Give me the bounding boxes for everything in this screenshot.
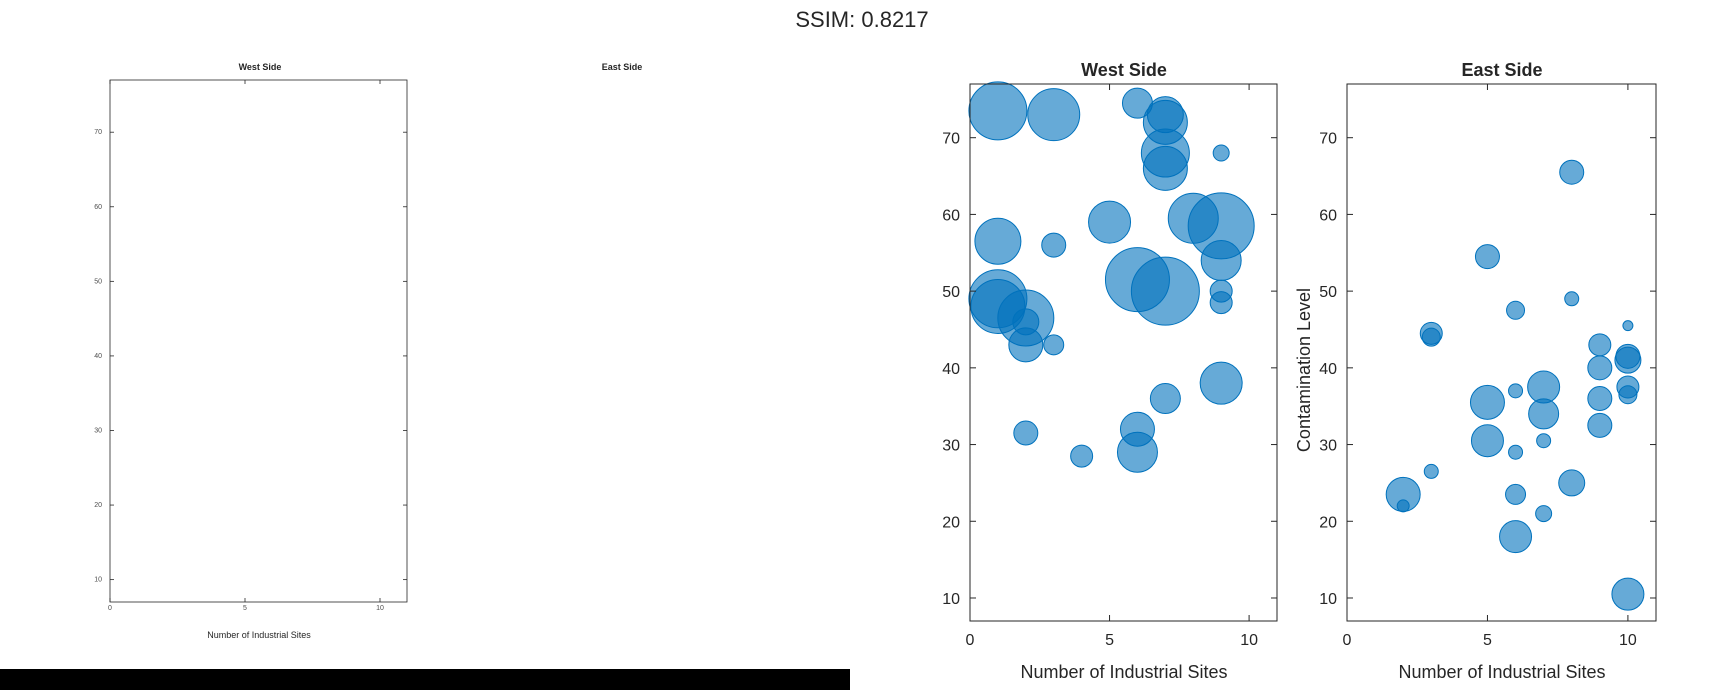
east-bubble — [1474, 244, 1500, 270]
east-bubble — [1588, 333, 1612, 357]
small-west-ytick-label: 60 — [94, 204, 102, 211]
east-bubble — [1618, 385, 1638, 405]
small-west-axes-box — [109, 79, 408, 603]
east-xtick-label: 5 — [1483, 632, 1492, 649]
west-bubble — [1200, 239, 1242, 281]
west-ytick-label: 60 — [942, 207, 960, 224]
east-bubble — [1535, 505, 1553, 523]
west-bubble — [968, 81, 1028, 141]
west-bubble — [1008, 327, 1044, 363]
east-bubbles — [1385, 159, 1645, 611]
east-bubble — [1558, 469, 1586, 497]
east-bubble — [1587, 386, 1613, 412]
east-bubble — [1614, 346, 1642, 374]
east-ytick-label: 20 — [1319, 514, 1337, 531]
east-bubble — [1470, 424, 1504, 458]
east-bubble — [1536, 433, 1552, 449]
east-bubble — [1564, 291, 1580, 307]
east-bubble — [1587, 355, 1613, 381]
east-ytick-label: 60 — [1319, 207, 1337, 224]
west-bubble — [1142, 145, 1188, 191]
west-xtick-label: 0 — [966, 632, 975, 649]
west-ytick-label: 40 — [942, 361, 960, 378]
east-bubble — [1622, 320, 1634, 332]
east-side-panel: East Side 0 5 10 10 20 30 40 50 60 70 Number of I… — [1294, 60, 1657, 682]
west-ytick-label: 50 — [942, 284, 960, 301]
west-side-panel: West Side 0 5 10 10 20 30 40 50 60 70 Number of I… — [942, 60, 1278, 682]
small-west-xlabel: Number of Industrial Sites — [207, 630, 311, 640]
east-title: East Side — [1461, 60, 1542, 80]
east-axes-box — [1346, 83, 1657, 622]
east-bubble — [1505, 483, 1527, 505]
east-xtick-label: 0 — [1343, 632, 1352, 649]
east-xtick-label: 10 — [1619, 632, 1637, 649]
west-bubble — [1070, 444, 1094, 468]
east-ytick-label: 40 — [1319, 361, 1337, 378]
small-west-ticks: 0 5 10 10 20 30 40 50 60 70 — [94, 80, 407, 612]
east-bubble — [1396, 499, 1410, 513]
small-west-title: West Side — [239, 62, 282, 72]
small-west-xtick-label: 10 — [376, 605, 384, 612]
small-west-ytick-label: 20 — [94, 502, 102, 509]
west-xlabel: Number of Industrial Sites — [1020, 662, 1227, 682]
west-axes-box — [969, 83, 1278, 622]
east-bubble — [1506, 300, 1526, 320]
west-ticks: 0 5 10 10 20 30 40 50 60 70 — [942, 84, 1277, 649]
west-ytick-label: 70 — [942, 131, 960, 148]
east-bubble — [1611, 577, 1645, 611]
east-bubble — [1559, 159, 1585, 185]
small-west-ytick-label: 40 — [94, 353, 102, 360]
east-bubble — [1528, 398, 1560, 430]
west-title: West Side — [1081, 60, 1167, 80]
small-west-ytick-label: 50 — [94, 278, 102, 285]
small-west-xtick-label: 5 — [243, 605, 247, 612]
small-west-xtick-label: 0 — [108, 605, 112, 612]
east-ticks: 0 5 10 10 20 30 40 50 60 70 — [1319, 84, 1656, 649]
east-bubble — [1423, 463, 1439, 479]
west-bubble — [1209, 291, 1233, 315]
west-bubble — [974, 217, 1022, 265]
west-ytick-label: 10 — [942, 591, 960, 608]
west-bubble — [1199, 361, 1243, 405]
west-bubbles — [968, 81, 1255, 473]
small-west-ytick-label: 10 — [94, 577, 102, 584]
small-west-side-panel: West Side 0 5 10 10 20 30 40 50 60 70 Number of I… — [94, 62, 408, 640]
west-ytick-label: 30 — [942, 438, 960, 455]
east-bubble — [1527, 370, 1561, 404]
east-bubble — [1508, 383, 1524, 399]
east-bubble — [1587, 412, 1613, 438]
west-bubble — [1013, 420, 1039, 446]
east-ytick-label: 70 — [1319, 131, 1337, 148]
west-bubble — [1130, 256, 1200, 326]
west-bubble — [1149, 383, 1181, 415]
west-xtick-label: 5 — [1105, 632, 1114, 649]
east-bubble — [1499, 520, 1533, 554]
east-bubble — [1508, 444, 1524, 460]
west-bubble — [1041, 232, 1067, 258]
west-xtick-label: 10 — [1240, 632, 1258, 649]
small-west-ytick-label: 70 — [94, 129, 102, 136]
west-bubble — [1212, 144, 1230, 162]
west-bubble — [1088, 200, 1132, 244]
small-west-ytick-label: 30 — [94, 427, 102, 434]
east-xlabel: Number of Industrial Sites — [1398, 662, 1605, 682]
ssim-score: SSIM: 0.8217 — [795, 7, 928, 32]
west-bubble — [1116, 431, 1158, 473]
east-bubble — [1469, 384, 1505, 420]
east-ytick-label: 50 — [1319, 284, 1337, 301]
west-bubble — [1027, 88, 1081, 142]
east-ytick-label: 30 — [1319, 438, 1337, 455]
west-bubble — [1043, 334, 1065, 356]
east-bubble — [1421, 327, 1441, 347]
footer-bar — [0, 669, 850, 690]
east-ylabel: Contamination Level — [1294, 288, 1314, 452]
east-ytick-label: 10 — [1319, 591, 1337, 608]
west-ytick-label: 20 — [942, 514, 960, 531]
small-east-title: East Side — [602, 62, 643, 72]
